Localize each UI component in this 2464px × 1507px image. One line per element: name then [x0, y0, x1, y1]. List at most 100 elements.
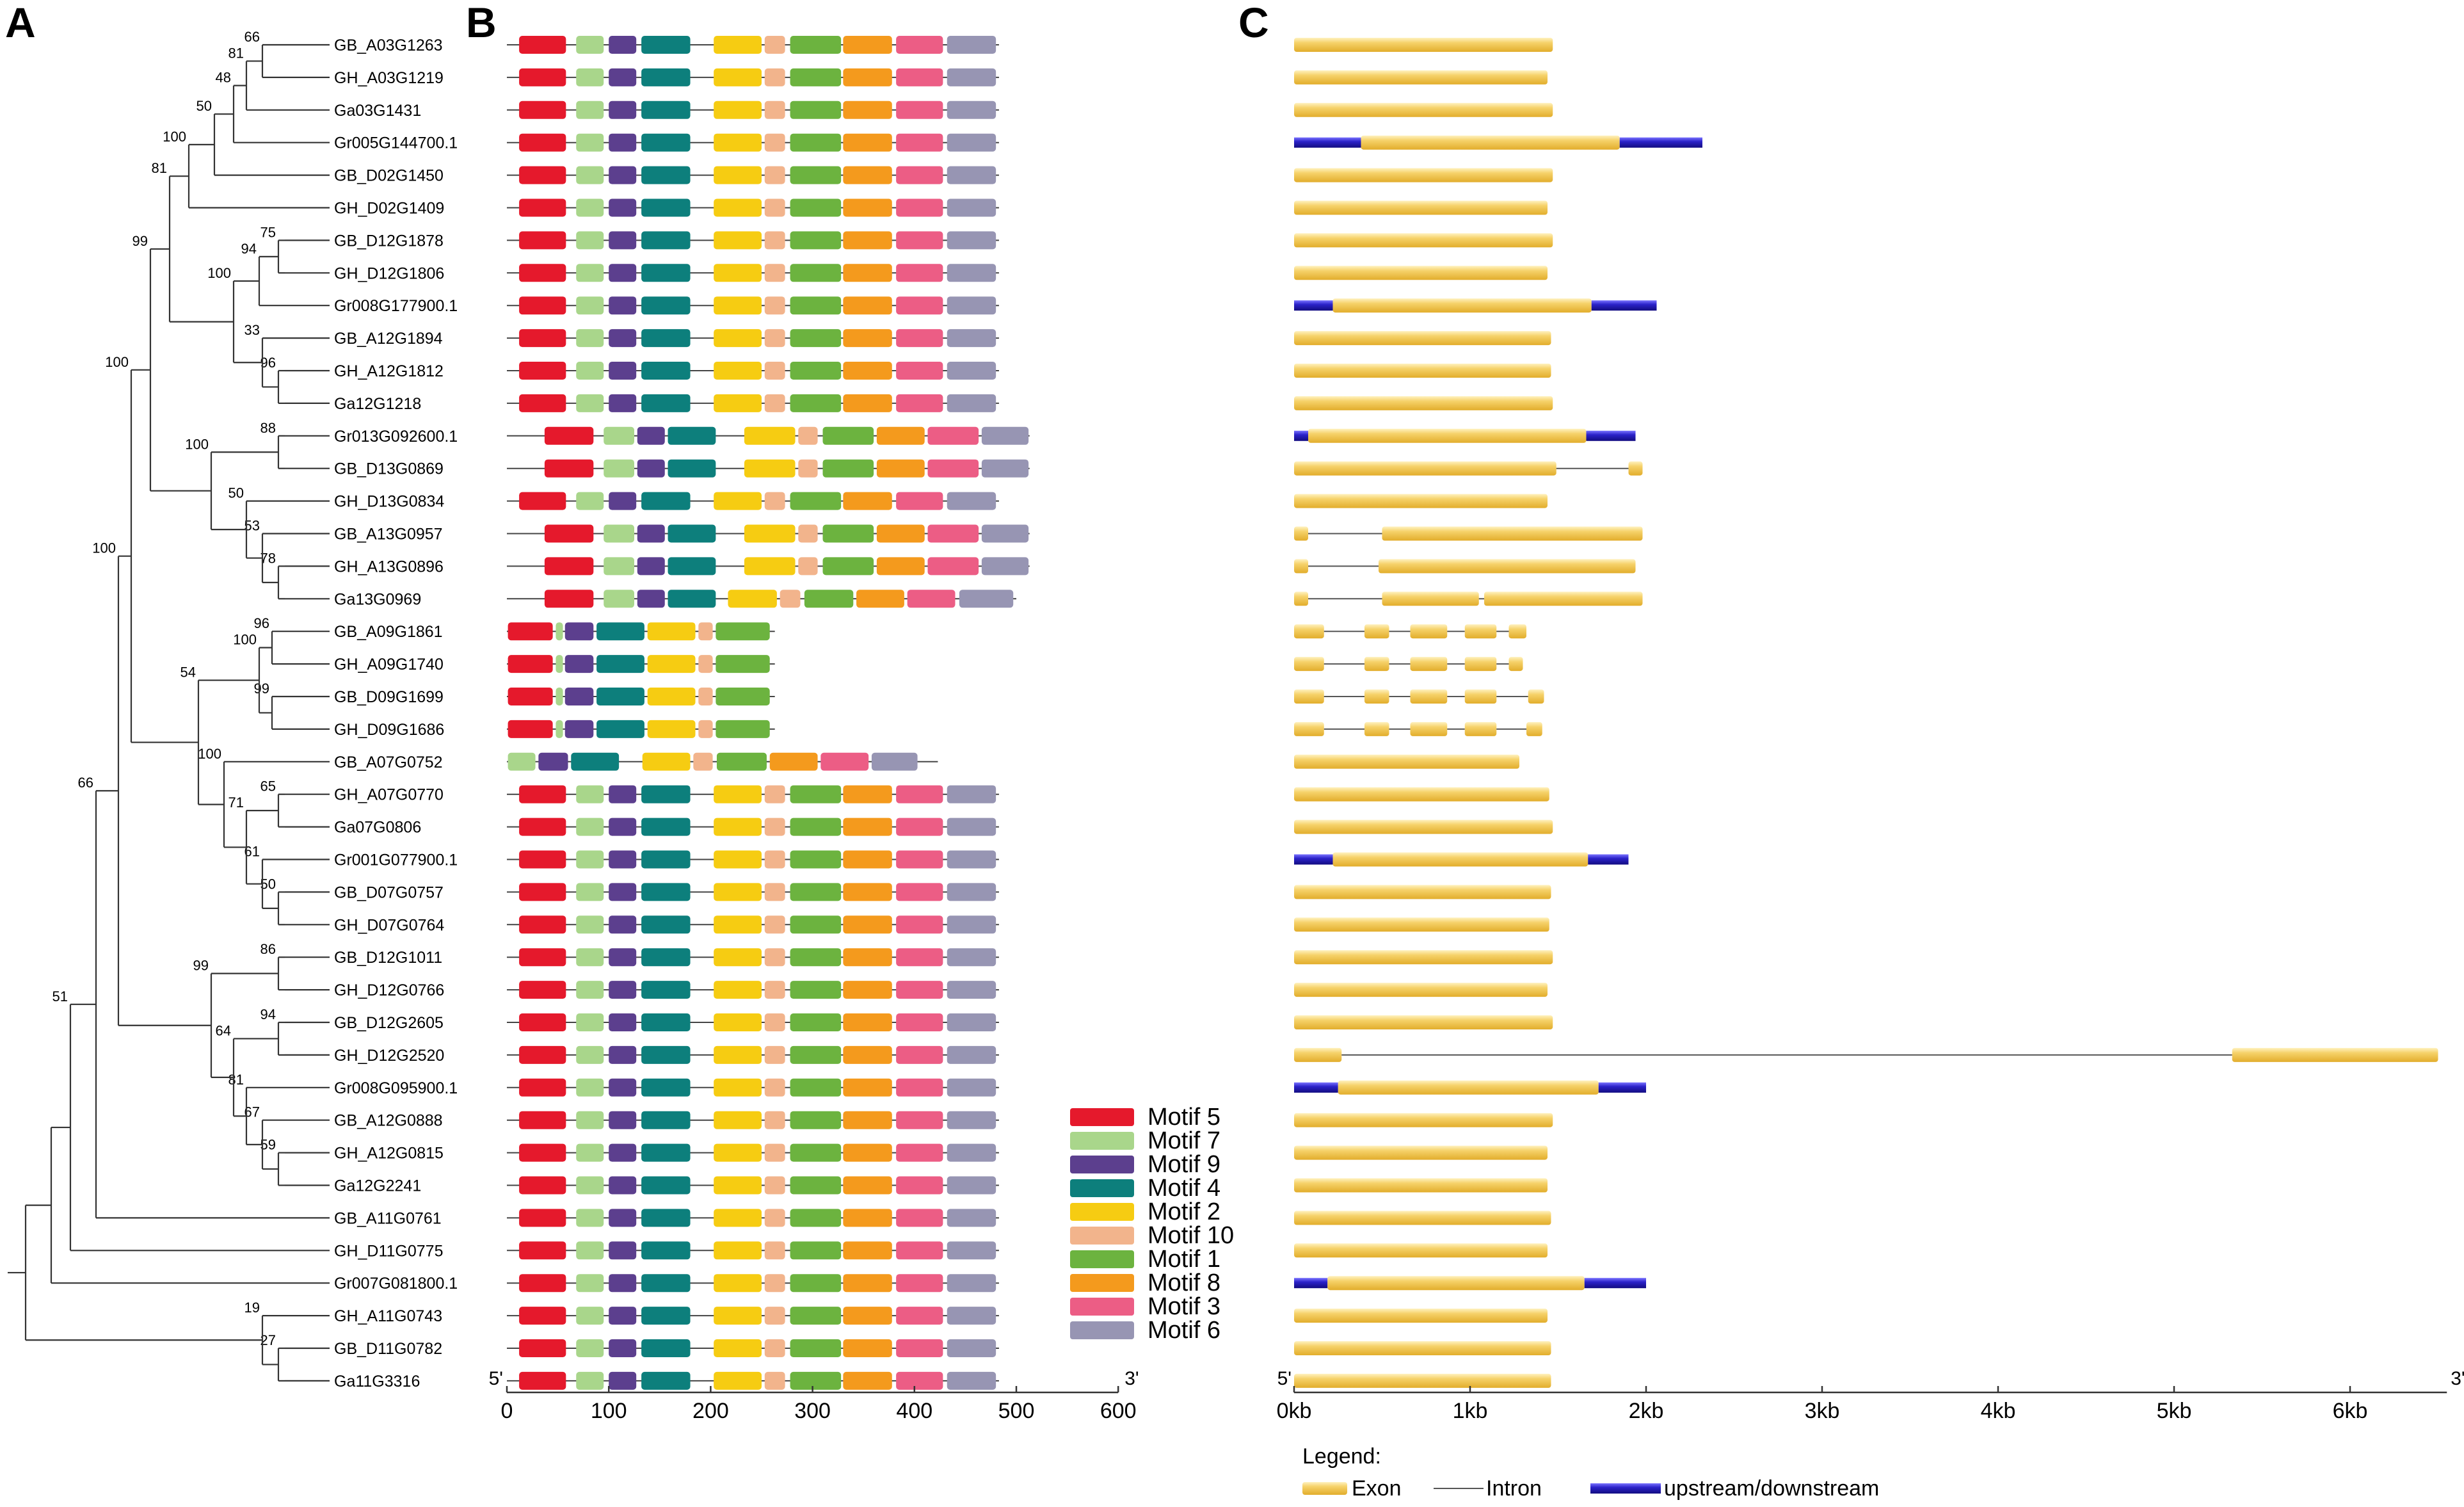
motif-legend-label: Motif 1: [1148, 1246, 1220, 1273]
motif-box: [576, 1371, 604, 1390]
exon-box: [1294, 266, 1548, 280]
exon-box: [1410, 624, 1448, 639]
motif-box: [519, 296, 566, 315]
gene-label: Gr008G177900.1: [334, 297, 458, 315]
exon-box: [1308, 428, 1587, 443]
bootstrap-value: 65: [260, 778, 276, 794]
structure-axis-tick-label: 0kb: [1277, 1399, 1312, 1423]
motif-box: [519, 915, 566, 934]
exon-box: [1364, 721, 1389, 736]
motif-box: [790, 785, 842, 803]
exon-box: [1382, 592, 1479, 606]
motif-box: [790, 948, 842, 967]
motif-box: [764, 948, 785, 967]
motif-box: [764, 264, 785, 282]
motif-box: [641, 785, 691, 803]
bootstrap-value: 99: [254, 681, 269, 697]
motif-box: [714, 818, 762, 836]
utr-box: [1586, 430, 1636, 441]
motif-box: [764, 362, 785, 380]
motif-box: [576, 1209, 604, 1227]
motif-axis-tick-label: 600: [1100, 1399, 1137, 1423]
motif-box: [596, 622, 644, 641]
motif-box: [896, 68, 943, 86]
motif-box: [790, 1274, 842, 1293]
motif-box: [947, 1078, 996, 1097]
gene-label: GH_A03G1219: [334, 69, 444, 87]
exon-box: [1294, 1113, 1553, 1127]
motif-box: [596, 720, 644, 738]
motif-box: [576, 883, 604, 901]
motif-box: [790, 329, 842, 348]
gene-label: GH_D12G1806: [334, 264, 444, 282]
motif-box: [764, 1111, 785, 1129]
motif-box: [843, 68, 892, 86]
motif-box: [576, 981, 604, 999]
exon-box: [1464, 689, 1497, 704]
motif-box: [843, 1045, 892, 1064]
structure-axis-tick-label: 5kb: [2157, 1399, 2192, 1423]
panel-label-b: B: [466, 0, 497, 46]
motif-box: [764, 981, 785, 999]
motif-box: [927, 524, 979, 543]
motif-box: [843, 101, 892, 119]
exon-box: [1294, 1211, 1551, 1225]
motif-box: [641, 198, 691, 217]
motif-box: [556, 720, 563, 738]
motif-box: [947, 492, 996, 510]
motif-box: [714, 1371, 762, 1390]
motif-box: [871, 752, 918, 771]
gene-label: Gr007G081800.1: [334, 1275, 458, 1293]
exon-box: [1294, 592, 1308, 606]
motif-box: [896, 1209, 943, 1227]
motif-box: [798, 426, 818, 445]
motif-box: [764, 133, 785, 152]
motif-box: [609, 133, 637, 152]
motif-box: [947, 133, 996, 152]
motif-box: [544, 557, 594, 576]
bootstrap-value: 99: [193, 958, 209, 974]
motif-box: [564, 655, 594, 673]
motif-box: [609, 1209, 637, 1227]
motif-box: [764, 101, 785, 119]
motif-box: [959, 590, 1014, 608]
motif-box: [714, 883, 762, 901]
gene-label: GB_D09G1699: [334, 688, 444, 706]
motif-box: [947, 296, 996, 315]
gene-label: GH_D12G2520: [334, 1047, 444, 1065]
bootstrap-value: 81: [228, 45, 244, 61]
motif-box: [609, 166, 637, 184]
motif-box: [981, 557, 1029, 576]
motif-box: [947, 231, 996, 250]
motif-box: [641, 394, 691, 412]
motif-box: [856, 590, 904, 608]
motif-box: [790, 166, 842, 184]
motif-box: [642, 752, 691, 771]
motif-box: [641, 36, 691, 54]
gene-label: GH_A09G1740: [334, 656, 444, 673]
motif-box: [637, 426, 665, 445]
motif-box: [764, 296, 785, 315]
motif-box: [843, 1111, 892, 1129]
exon-box: [1464, 721, 1497, 736]
motif-box: [714, 1339, 762, 1357]
motif-box: [790, 883, 842, 901]
motif-box: [790, 915, 842, 934]
motif-box: [641, 329, 691, 348]
gene-label: GB_D07G0757: [334, 883, 444, 901]
motif-box: [820, 752, 869, 771]
motif-box: [843, 492, 892, 510]
bootstrap-value: 54: [180, 665, 196, 681]
motif-box: [764, 1045, 785, 1064]
motif-box: [896, 1307, 943, 1325]
bootstrap-value: 100: [185, 436, 209, 452]
motif-box: [896, 1078, 943, 1097]
exon-box: [1508, 657, 1523, 672]
motif-box: [609, 36, 637, 54]
motif-box: [641, 166, 691, 184]
motif-box: [764, 329, 785, 348]
motif-box: [896, 492, 943, 510]
motif-box: [668, 557, 716, 576]
motif-box: [576, 1176, 604, 1195]
gene-label: GH_D12G0766: [334, 981, 444, 999]
